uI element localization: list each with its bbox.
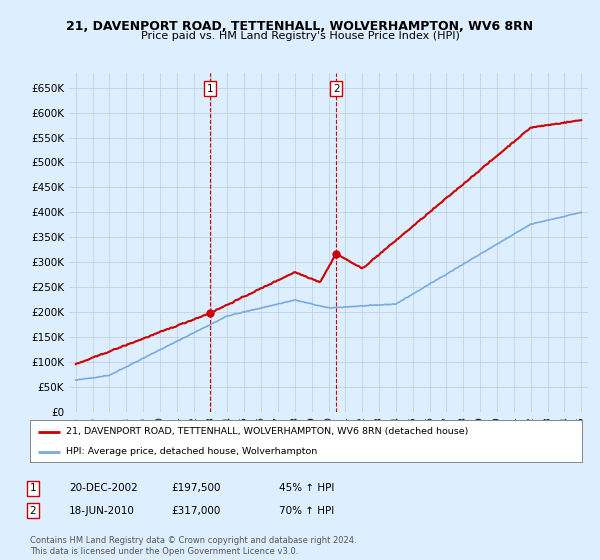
Text: £197,500: £197,500 (171, 483, 221, 493)
Text: 2: 2 (29, 506, 37, 516)
Text: 21, DAVENPORT ROAD, TETTENHALL, WOLVERHAMPTON, WV6 8RN: 21, DAVENPORT ROAD, TETTENHALL, WOLVERHA… (67, 20, 533, 32)
Text: £317,000: £317,000 (171, 506, 220, 516)
Text: Price paid vs. HM Land Registry's House Price Index (HPI): Price paid vs. HM Land Registry's House … (140, 31, 460, 41)
Text: Contains HM Land Registry data © Crown copyright and database right 2024.
This d: Contains HM Land Registry data © Crown c… (30, 536, 356, 556)
Text: 70% ↑ HPI: 70% ↑ HPI (279, 506, 334, 516)
Text: HPI: Average price, detached house, Wolverhampton: HPI: Average price, detached house, Wolv… (66, 447, 317, 456)
Text: 2: 2 (333, 84, 340, 94)
Text: 18-JUN-2010: 18-JUN-2010 (69, 506, 135, 516)
Text: 21, DAVENPORT ROAD, TETTENHALL, WOLVERHAMPTON, WV6 8RN (detached house): 21, DAVENPORT ROAD, TETTENHALL, WOLVERHA… (66, 427, 468, 436)
Text: 20-DEC-2002: 20-DEC-2002 (69, 483, 138, 493)
Text: 1: 1 (29, 483, 37, 493)
Text: 1: 1 (206, 84, 213, 94)
Text: 45% ↑ HPI: 45% ↑ HPI (279, 483, 334, 493)
